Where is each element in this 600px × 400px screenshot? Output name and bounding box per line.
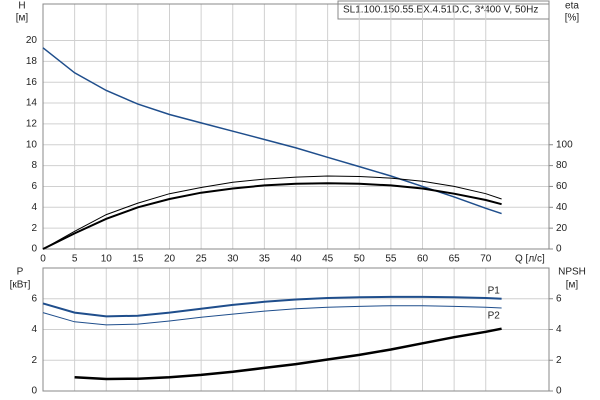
y2-axis-unit: [м] [566,280,579,291]
y2-tick-label: 0 [556,386,562,397]
y-tick-label: 0 [31,386,37,397]
series-line [42,295,502,318]
x-tick-label: 65 [449,254,461,265]
x-tick-label: 50 [354,254,366,265]
y2-axis-label: eta [565,1,579,12]
y-tick-label: 0 [31,244,37,255]
x-tick-label: 45 [322,254,334,265]
x-tick-label: 5 [72,254,78,265]
y-tick-label: 2 [31,355,37,366]
y-tick-label: 4 [31,202,37,213]
chart-title: SL1.100.150.55.EX.4.51D.C, 3*400 V, 50Hz [343,5,538,16]
x-tick-label: 10 [101,254,113,265]
y2-tick-label: 0 [556,244,562,255]
series-line [74,327,502,381]
y2-tick-label: 20 [556,223,568,234]
x-tick-label: 30 [227,254,239,265]
y2-tick-label: 2 [556,355,562,366]
series-line [42,305,502,326]
y2-tick-label: 100 [556,139,573,150]
y-tick-label: 18 [26,56,38,67]
y2-tick-label: 60 [556,181,568,192]
x-tick-label: 55 [385,254,397,265]
y2-tick-label: 6 [556,293,562,304]
x-tick-label: 35 [259,254,271,265]
series-line [42,175,502,250]
y-tick-label: 10 [26,139,38,150]
y-tick-label: 14 [26,98,38,109]
plot-frame [42,3,550,250]
y2-axis-label: NPSH [558,267,586,278]
y2-tick-label: 80 [556,160,568,171]
y-tick-label: 20 [26,35,38,46]
y-tick-label: 4 [31,324,37,335]
y-axis-unit: [кВт] [10,280,31,291]
x-tick-label: 15 [132,254,144,265]
y2-tick-label: 40 [556,202,568,213]
y-tick-label: 12 [26,119,38,130]
y-tick-label: 8 [31,160,37,171]
y-tick-label: 6 [31,181,37,192]
x-tick-label: 60 [417,254,429,265]
series-line [42,182,502,250]
y2-axis-unit: [%] [565,13,580,24]
x-tick-label: 0 [40,254,46,265]
y-axis-label: H [18,1,25,12]
y-axis-label: P [17,267,24,278]
x-tick-label: 40 [290,254,302,265]
y-axis-unit: [м] [16,13,29,24]
x-axis-label: Q [л/с] [515,254,545,265]
y-tick-label: 2 [31,223,37,234]
y-tick-label: 6 [31,293,37,304]
series-label: P1 [488,285,501,296]
y2-tick-label: 4 [556,324,562,335]
series-label: P2 [488,311,501,322]
y-tick-label: 16 [26,77,38,88]
plot-frame [42,267,550,392]
x-tick-label: 20 [164,254,176,265]
x-tick-label: 25 [196,254,208,265]
x-tick-label: 70 [480,254,492,265]
